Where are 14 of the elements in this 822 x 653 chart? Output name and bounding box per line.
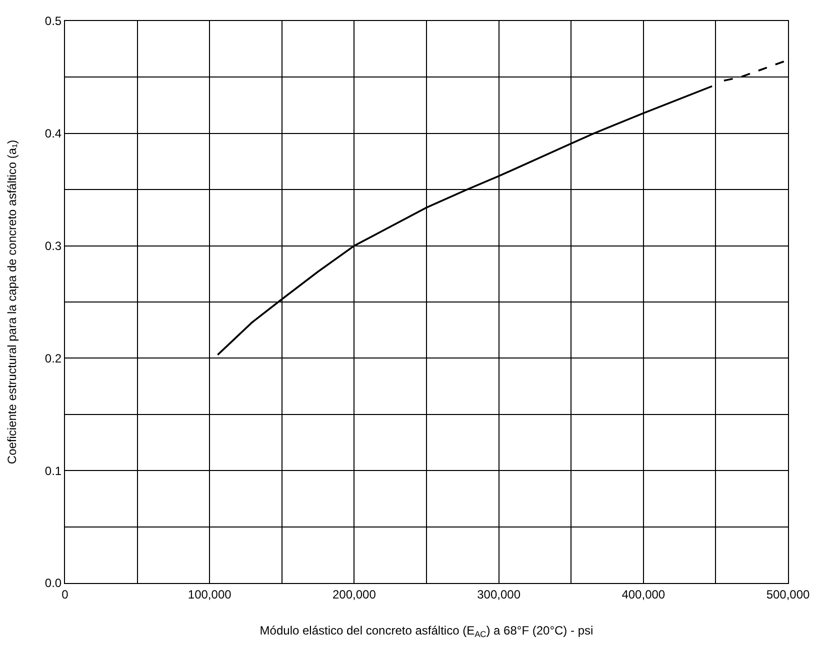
- y-tick-label: 0.0: [44, 576, 62, 590]
- x-tick-label: 400,000: [622, 587, 666, 602]
- y-tick-label: 0.5: [44, 14, 62, 28]
- x-tick-label: 300,000: [477, 587, 521, 602]
- y-tick-label: 0.4: [44, 126, 62, 141]
- y-tick-label: 0.3: [44, 239, 62, 253]
- x-tick-label: 500,000: [766, 587, 810, 602]
- x-tick-label: 100,000: [188, 587, 232, 602]
- y-tick-label: 0.1: [44, 464, 62, 478]
- x-tick-label: 200,000: [332, 587, 376, 602]
- y-tick-label: 0.2: [44, 351, 62, 366]
- x-tick-label: 0: [62, 587, 69, 602]
- x-axis-title: Módulo elástico del concreto asfáltico (E$_{AC}$) a 68°F (20°C) - psi: [260, 623, 594, 639]
- y-axis-title: Coeficiente estructural para la capa de concreto asfáltico (a₁): [5, 140, 20, 464]
